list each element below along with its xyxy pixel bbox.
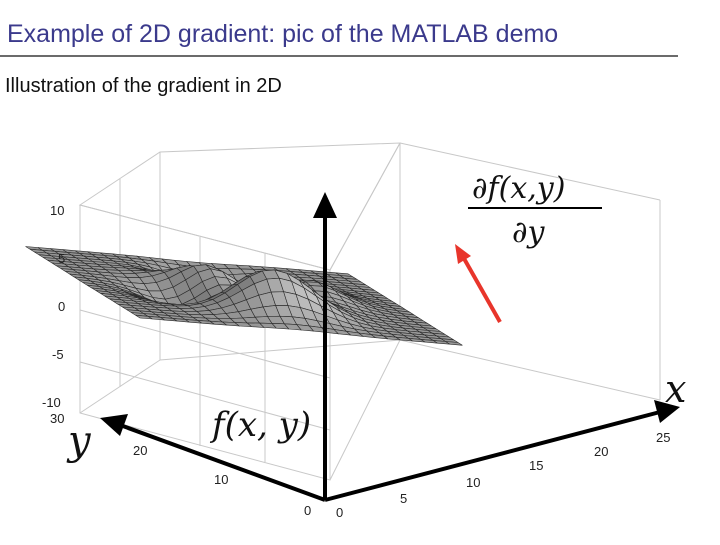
function-label: f(x, y) [209, 405, 311, 445]
derivative-numerator: ∂f(x,y) [472, 171, 565, 206]
y-tick-label: 10 [214, 472, 228, 487]
gradient-arrow [455, 244, 502, 323]
surface-plot-figure: 10 5 0 -5 -10 30 20 10 0 0 5 10 15 20 25… [0, 130, 720, 540]
x-tick-label: 25 [656, 430, 670, 445]
x-tick-labels: 0 5 10 15 20 25 [336, 430, 670, 520]
z-axis-arrowhead [313, 192, 337, 218]
z-tick-labels: 10 5 0 -5 -10 [42, 203, 65, 410]
surface-mesh [25, 246, 463, 346]
slide-subtitle: Illustration of the gradient in 2D [5, 75, 282, 97]
x-tick-label: 15 [529, 458, 543, 473]
surface-plot-svg: 10 5 0 -5 -10 30 20 10 0 0 5 10 15 20 25… [25, 142, 686, 520]
z-tick-label: -5 [52, 347, 64, 362]
z-tick-label: 0 [58, 299, 65, 314]
z-tick-label: -10 [42, 395, 61, 410]
axis-y-label: y [66, 418, 92, 464]
x-tick-label: 5 [400, 491, 407, 506]
y-tick-labels: 30 20 10 0 [50, 411, 311, 518]
axis-x-label: x [665, 367, 686, 411]
z-tick-label: 5 [58, 251, 65, 266]
z-tick-label: 10 [50, 203, 64, 218]
x-tick-label: 10 [466, 475, 480, 490]
slide-title: Example of 2D gradient: pic of the MATLA… [7, 20, 559, 48]
y-tick-label: 30 [50, 411, 64, 426]
derivative-denominator: ∂y [512, 215, 546, 250]
y-tick-label: 20 [133, 443, 147, 458]
title-divider [0, 55, 678, 57]
x-axis-arrowhead [654, 400, 680, 423]
y-tick-label: 0 [304, 503, 311, 518]
x-tick-label: 0 [336, 505, 343, 520]
coordinate-axes [119, 210, 661, 502]
y-axis-arrowhead [100, 414, 128, 436]
surface-facet [445, 341, 463, 346]
x-tick-label: 20 [594, 444, 608, 459]
